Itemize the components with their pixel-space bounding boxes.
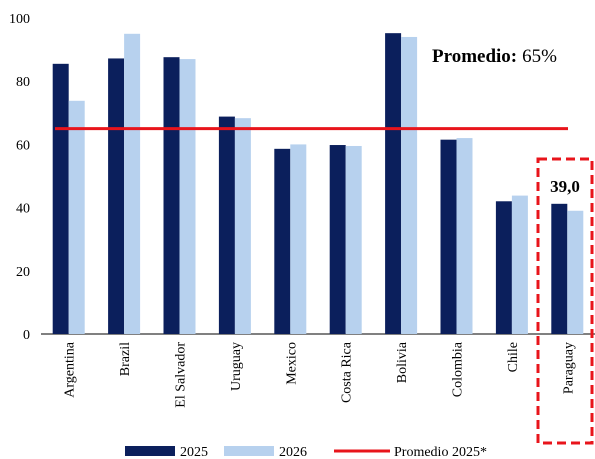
bars (52, 33, 584, 335)
legend-swatch-2026 (224, 446, 274, 456)
category-label: Argentina (63, 341, 78, 398)
category-label: Mexico (284, 342, 299, 385)
y-tick-label: 20 (16, 265, 30, 280)
bar-2025-paraguay (551, 203, 568, 334)
bar-2025-costa-rica (329, 145, 346, 334)
bar-2026-el-salvador (179, 59, 196, 335)
bar-2025-chile (495, 201, 512, 334)
paraguay-highlight-box (536, 157, 594, 445)
y-tick-label: 60 (16, 138, 30, 153)
bar-2025-brazil (108, 58, 125, 334)
legend-swatch-2025 (125, 446, 175, 456)
paraguay-data-label: 39,0 (550, 177, 580, 196)
bar-2026-bolivia (401, 36, 418, 335)
category-label: Bolivia (395, 341, 410, 383)
category-label: Costa Rica (340, 341, 355, 403)
bar-2025-argentina (52, 63, 69, 334)
legend-label-2025: 2025 (180, 445, 208, 459)
bar-2025-el-salvador (163, 57, 180, 335)
bar-2026-mexico (290, 144, 307, 334)
category-label: Chile (506, 342, 521, 372)
bar-2026-paraguay (567, 210, 584, 334)
average-annotation: Promedio: 65% (432, 46, 557, 67)
category-label: Uruguay (229, 342, 244, 391)
bar-2026-chile (511, 195, 528, 334)
y-tick-label: 80 (16, 75, 30, 90)
bar-2026-argentina (68, 100, 85, 335)
category-label: El Salvador (174, 342, 189, 408)
category-labels: Argentina Brazil El Salvador Uruguay Mexico C… (63, 341, 577, 408)
legend-label-promedio: Promedio 2025* (394, 445, 487, 459)
legend: 2025 2026 Promedio 2025* (125, 445, 487, 459)
y-tick-label: 100 (9, 12, 30, 27)
bar-2026-costa-rica (345, 145, 362, 334)
category-label: Colombia (451, 341, 466, 397)
average-annotation-label: Promedio: (432, 46, 517, 67)
bar-2025-bolivia (385, 33, 402, 334)
bar-2026-uruguay (234, 118, 251, 334)
bar-2025-colombia (440, 139, 457, 334)
legend-label-2026: 2026 (279, 445, 307, 459)
category-label: Brazil (118, 342, 133, 376)
category-label: Paraguay (561, 342, 576, 394)
bar-2026-brazil (124, 33, 141, 335)
y-tick-label: 0 (23, 328, 30, 343)
bar-2025-uruguay (218, 116, 235, 334)
bar-2026-colombia (456, 138, 473, 334)
y-tick-label: 40 (16, 202, 30, 217)
bar-2025-mexico (274, 148, 291, 334)
average-annotation-value: 65% (522, 46, 557, 67)
